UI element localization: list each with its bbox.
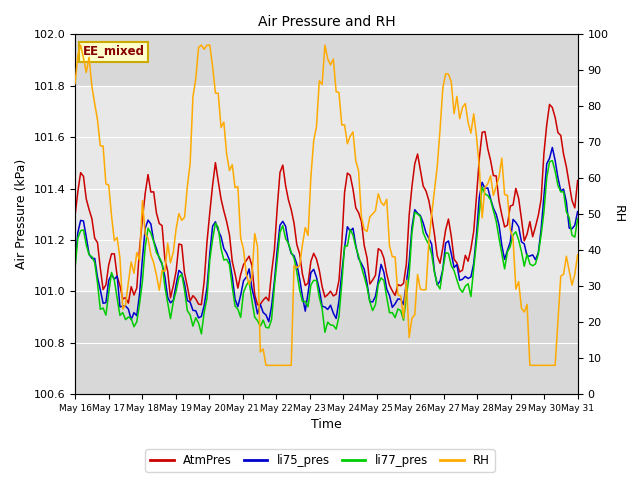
Legend: AtmPres, li75_pres, li77_pres, RH: AtmPres, li75_pres, li77_pres, RH bbox=[145, 449, 495, 472]
Title: Air Pressure and RH: Air Pressure and RH bbox=[257, 15, 395, 29]
Y-axis label: Air Pressure (kPa): Air Pressure (kPa) bbox=[15, 159, 28, 269]
Y-axis label: RH: RH bbox=[612, 205, 625, 223]
X-axis label: Time: Time bbox=[311, 419, 342, 432]
Bar bbox=[75, 86, 578, 291]
Text: EE_mixed: EE_mixed bbox=[83, 45, 145, 58]
